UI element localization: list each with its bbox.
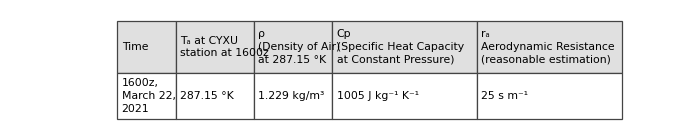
Text: Tₐ at CYXU
station at 1600z: Tₐ at CYXU station at 1600z	[180, 35, 269, 58]
Text: rₐ
Aerodynamic Resistance
(reasonable estimation): rₐ Aerodynamic Resistance (reasonable es…	[482, 29, 615, 65]
Text: 1005 J kg⁻¹ K⁻¹: 1005 J kg⁻¹ K⁻¹	[337, 91, 419, 101]
Text: 287.15 °K: 287.15 °K	[180, 91, 234, 101]
Bar	[332, 21, 477, 73]
Text: ρ
(Density of Air)
at 287.15 °K: ρ (Density of Air) at 287.15 °K	[258, 29, 341, 65]
Text: 1600z,
March 22,
2021: 1600z, March 22, 2021	[122, 78, 176, 114]
Text: Time: Time	[122, 42, 148, 52]
Bar	[118, 21, 176, 73]
Bar	[176, 73, 254, 119]
Bar	[254, 21, 332, 73]
Bar	[477, 21, 622, 73]
Text: 1.229 kg/m³: 1.229 kg/m³	[258, 91, 325, 101]
Bar	[332, 73, 477, 119]
Bar	[254, 73, 332, 119]
Text: Cp
(Specific Heat Capacity
at Constant Pressure): Cp (Specific Heat Capacity at Constant P…	[337, 29, 463, 65]
Text: 25 s m⁻¹: 25 s m⁻¹	[482, 91, 528, 101]
Bar	[118, 73, 176, 119]
Bar	[477, 73, 622, 119]
Bar	[176, 21, 254, 73]
